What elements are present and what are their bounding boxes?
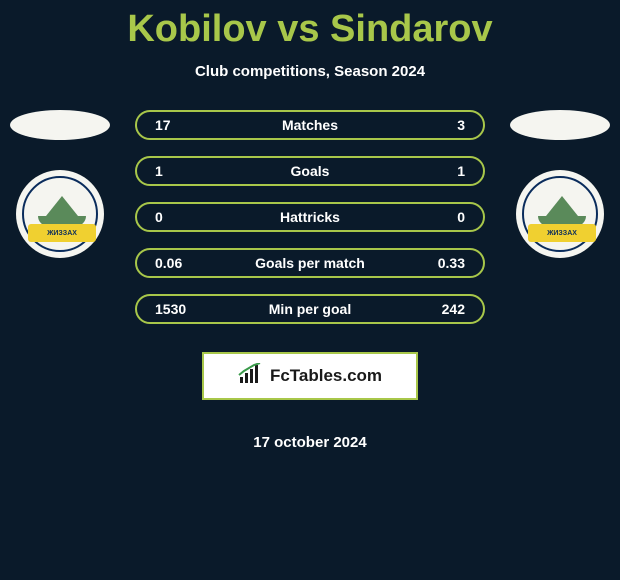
subtitle: Club competitions, Season 2024	[195, 63, 425, 80]
player-right-silhouette	[510, 110, 610, 140]
club-badge-right-inner: ЖИЗЗАХ	[522, 176, 598, 252]
stat-row-min-per-goal: 1530 Min per goal 242	[135, 294, 485, 324]
stat-label: Goals per match	[205, 255, 415, 271]
badge-landscape-icon	[38, 196, 86, 226]
stat-right-value: 0	[415, 209, 465, 225]
club-badge-left: ЖИЗЗАХ	[16, 170, 104, 258]
chart-icon	[238, 363, 264, 390]
stat-left-value: 1530	[155, 301, 205, 317]
club-badge-right: ЖИЗЗАХ	[516, 170, 604, 258]
logo-box[interactable]: FcTables.com	[202, 352, 418, 400]
badge-ribbon-right: ЖИЗЗАХ	[528, 224, 596, 242]
stat-left-value: 1	[155, 163, 205, 179]
content-area: ЖИЗЗАХ ЖИЗЗАХ 17 Matches 3 1 Goals 1	[0, 110, 620, 451]
stat-row-goals-per-match: 0.06 Goals per match 0.33	[135, 248, 485, 278]
stat-label: Min per goal	[205, 301, 415, 317]
stat-left-value: 17	[155, 117, 205, 133]
stat-row-matches: 17 Matches 3	[135, 110, 485, 140]
stat-label: Goals	[205, 163, 415, 179]
player-right-column: ЖИЗЗАХ	[510, 110, 610, 258]
stat-right-value: 0.33	[415, 255, 465, 271]
page-title: Kobilov vs Sindarov	[127, 8, 492, 51]
stat-left-value: 0.06	[155, 255, 205, 271]
stat-row-hattricks: 0 Hattricks 0	[135, 202, 485, 232]
stat-right-value: 3	[415, 117, 465, 133]
stat-label: Hattricks	[205, 209, 415, 225]
badge-landscape-icon	[538, 196, 586, 226]
stat-left-value: 0	[155, 209, 205, 225]
date-text: 17 october 2024	[253, 434, 366, 451]
badge-ribbon-left: ЖИЗЗАХ	[28, 224, 96, 242]
stat-right-value: 1	[415, 163, 465, 179]
logo-text: FcTables.com	[270, 366, 382, 386]
stat-row-goals: 1 Goals 1	[135, 156, 485, 186]
stat-right-value: 242	[415, 301, 465, 317]
stat-label: Matches	[205, 117, 415, 133]
club-badge-left-inner: ЖИЗЗАХ	[22, 176, 98, 252]
player-left-silhouette	[10, 110, 110, 140]
player-left-column: ЖИЗЗАХ	[10, 110, 110, 258]
